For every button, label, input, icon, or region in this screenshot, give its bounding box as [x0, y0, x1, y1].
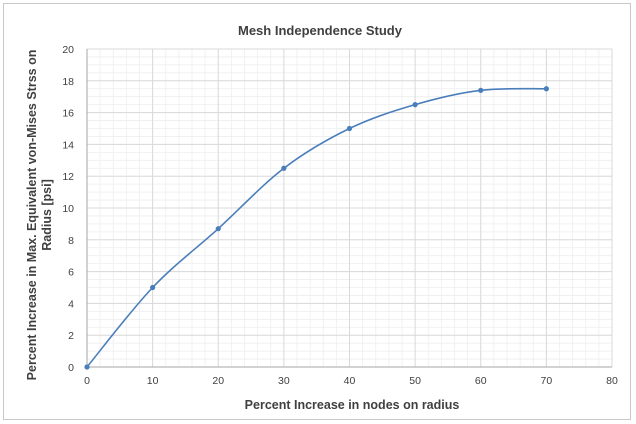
y-tick-label: 16 — [62, 108, 74, 120]
chart-title: Mesh Independence Study — [238, 23, 403, 38]
y-tick-label: 18 — [62, 76, 74, 88]
data-point-marker — [281, 165, 287, 171]
x-tick-label: 0 — [84, 375, 90, 387]
y-tick-label: 6 — [68, 267, 74, 279]
axes — [86, 49, 612, 368]
y-tick-label: 12 — [62, 171, 74, 183]
grid — [86, 48, 613, 368]
y-tick-label: 2 — [68, 330, 74, 342]
data-point-marker — [84, 364, 90, 370]
y-axis-label-line2: Radius [psi] — [40, 179, 54, 251]
data-point-marker — [150, 284, 156, 291]
data-point-marker — [412, 102, 418, 108]
series — [84, 86, 549, 370]
data-point-marker — [478, 87, 484, 93]
series-line — [86, 87, 547, 368]
data-point-marker — [215, 226, 221, 232]
x-tick-label: 60 — [475, 375, 487, 387]
x-tick-label: 80 — [606, 375, 618, 387]
x-tick-label: 20 — [212, 375, 224, 387]
data-point-marker — [543, 86, 549, 92]
x-tick-label: 40 — [344, 375, 356, 387]
x-tick-label: 50 — [409, 375, 421, 387]
y-tick-label: 8 — [68, 235, 74, 247]
y-tick-label: 20 — [62, 44, 74, 56]
y-axis-label-line1: Percent Increase in Max. Equivalent von-… — [25, 50, 39, 381]
y-tick-label: 10 — [62, 203, 74, 215]
y-tick-label: 4 — [68, 298, 74, 310]
y-tick-label: 0 — [68, 362, 74, 374]
x-tick-label: 70 — [541, 375, 553, 387]
y-tick-label: 14 — [62, 139, 74, 151]
x-axis-label: Percent Increase in nodes on radius — [245, 398, 460, 412]
tick-labels: 0 10 20 30 40 50 60 70 80 0 2 4 6 8 10 12 14 16 18 20 — [62, 44, 618, 387]
data-point-marker — [346, 125, 353, 132]
x-tick-label: 10 — [147, 375, 159, 387]
x-tick-label: 30 — [278, 375, 290, 387]
